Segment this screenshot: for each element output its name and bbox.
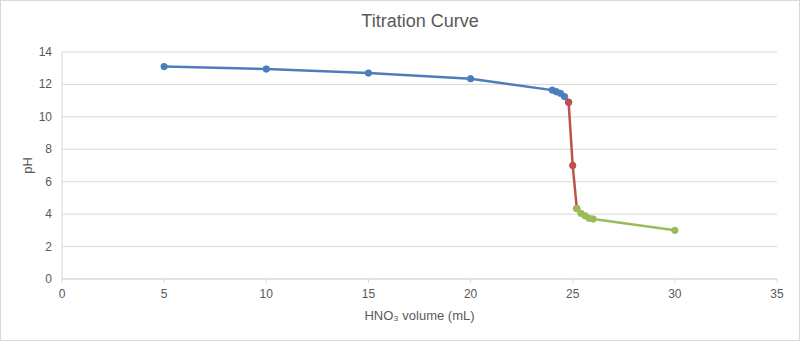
x-tick [62, 279, 63, 283]
x-tick [777, 279, 778, 283]
title: Titration Curve [361, 11, 478, 31]
x-tick [164, 279, 165, 283]
x-tick [470, 279, 471, 283]
grid-line [62, 52, 777, 53]
grid-line [62, 246, 777, 247]
y-tick-label: 10 [39, 110, 53, 124]
x-axis-line [62, 279, 777, 280]
grid-line [62, 149, 777, 150]
series-marker [561, 93, 567, 99]
y-tick-label: 4 [45, 207, 52, 221]
plot-area [161, 63, 678, 233]
x-tick [266, 279, 267, 283]
x-tick [674, 279, 675, 283]
y-tick-label: 8 [45, 142, 52, 156]
x-tick [368, 279, 369, 283]
x-tick-label: 20 [464, 287, 478, 301]
x-tick-label: 30 [668, 287, 682, 301]
chart: Titration Curve 0 2 4 6 8 10 12 14 0 5 10 15 20 25 30 35… [0, 0, 800, 341]
series-line [164, 67, 568, 103]
grid-line [62, 84, 777, 85]
series-marker [590, 216, 596, 222]
series-line [569, 102, 577, 208]
series-marker [672, 227, 678, 233]
grid-line [62, 116, 777, 117]
x-tick-label: 35 [770, 287, 784, 301]
y-tick-label: 14 [39, 45, 53, 59]
grid-line [62, 214, 777, 215]
x-tick-label: 0 [59, 287, 66, 301]
series-line [577, 208, 675, 230]
series-marker [365, 70, 371, 76]
y-axis-line [62, 52, 63, 279]
x-tick [572, 279, 573, 283]
grid-line [62, 279, 777, 280]
series-marker [565, 99, 571, 105]
x-axis-label: HNO₃ volume (mL) [364, 308, 474, 323]
x-tick-label: 5 [161, 287, 168, 301]
grid-line [62, 181, 777, 182]
series-marker [565, 99, 571, 105]
y-tick-label: 2 [45, 240, 52, 254]
y-tick-label: 0 [45, 272, 52, 286]
series-marker [570, 162, 576, 168]
x-tick-label: 25 [566, 287, 580, 301]
y-tick-label: 6 [45, 175, 52, 189]
series-marker [467, 76, 473, 82]
y-axis-label: pH [20, 157, 35, 174]
x-tick-label: 15 [362, 287, 376, 301]
x-tick-label: 10 [260, 287, 274, 301]
y-tick-label: 12 [39, 77, 53, 91]
series-marker [161, 63, 167, 69]
series-marker [263, 66, 269, 72]
chart-border [1, 1, 800, 341]
